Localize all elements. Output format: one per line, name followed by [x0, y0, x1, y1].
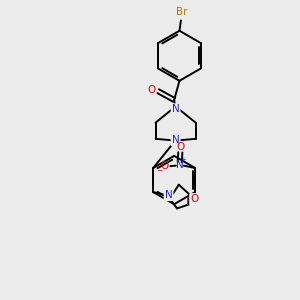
Text: O: O: [160, 161, 169, 171]
Text: O: O: [176, 142, 184, 152]
Text: +: +: [180, 157, 186, 163]
Text: N: N: [176, 160, 184, 170]
Text: −: −: [157, 166, 163, 175]
Text: N: N: [172, 135, 179, 145]
Text: N: N: [165, 190, 172, 200]
Text: N: N: [172, 104, 179, 114]
Text: F: F: [186, 197, 191, 207]
Text: O: O: [147, 85, 156, 94]
Text: O: O: [190, 194, 199, 204]
Text: Br: Br: [176, 8, 188, 17]
